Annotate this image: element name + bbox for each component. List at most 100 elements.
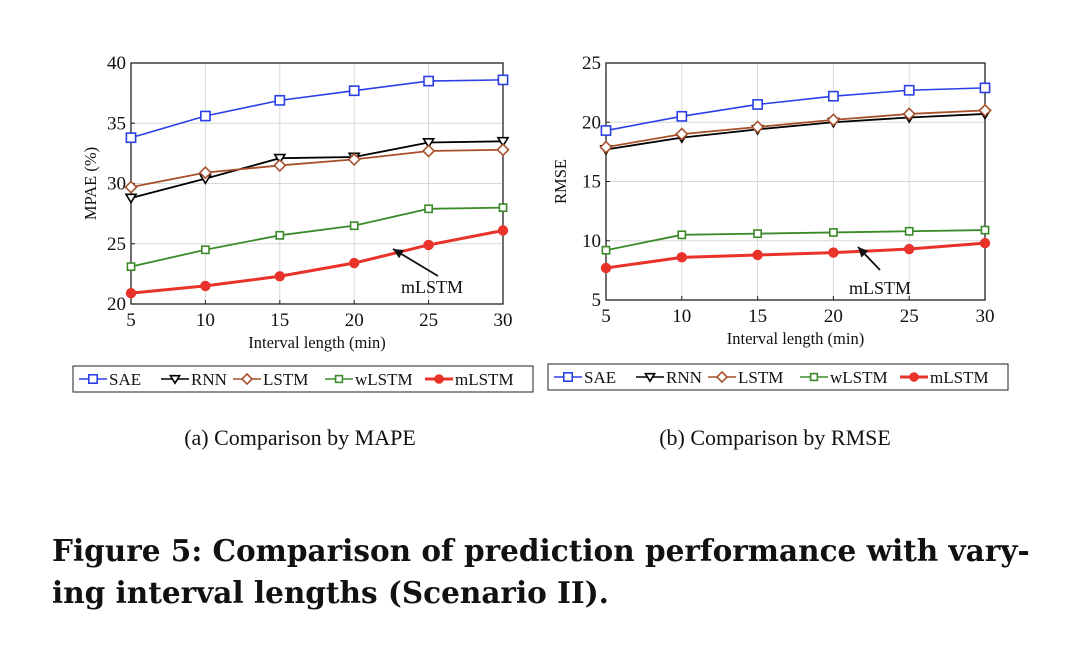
series-line-rnn xyxy=(130,140,504,199)
data-point-sae xyxy=(676,110,688,122)
legend: SAE RNN LSTM wLSTM mLSTM xyxy=(72,365,534,393)
legend-marker xyxy=(334,374,344,384)
series-wlstm xyxy=(126,203,508,272)
data-point-sae xyxy=(903,84,915,96)
x-tick-label: 5 xyxy=(601,306,611,327)
y-tick-label: 20 xyxy=(107,294,126,315)
y-tick-label: 25 xyxy=(582,53,601,74)
data-point-wlstm xyxy=(677,230,687,240)
y-tick-label: 10 xyxy=(582,231,601,252)
data-point-lstm xyxy=(273,158,287,173)
series-line-sae xyxy=(605,87,986,132)
legend-label: mLSTM xyxy=(455,370,514,389)
legend: SAE RNN LSTM wLSTM mLSTM xyxy=(547,363,1009,391)
legend-marker xyxy=(909,372,919,382)
x-tick-label: 15 xyxy=(270,310,289,331)
legend-label: RNN xyxy=(666,368,702,387)
figure-caption: Figure 5: Comparison of prediction perfo… xyxy=(52,530,1042,614)
series-mlstm xyxy=(125,225,509,299)
data-point-sae xyxy=(423,75,434,87)
y-tick-label: 15 xyxy=(582,172,601,193)
data-point-mlstm xyxy=(676,252,688,263)
legend-label: LSTM xyxy=(263,370,308,389)
subcaption: (b) Comparison by RMSE xyxy=(659,425,891,450)
data-point-sae xyxy=(979,82,991,94)
series-line-rnn xyxy=(605,113,986,151)
annotation-arrow-head xyxy=(393,249,404,259)
data-point-wlstm xyxy=(904,226,914,236)
series-rnn xyxy=(124,136,510,205)
legend-entry-sae: SAE xyxy=(554,368,616,387)
series-sae xyxy=(125,74,509,144)
legend-label: SAE xyxy=(584,368,616,387)
legend-entry-lstm: LSTM xyxy=(233,370,308,389)
data-point-sae xyxy=(200,110,211,122)
data-point-wlstm xyxy=(601,245,611,255)
data-point-mlstm xyxy=(497,225,509,236)
annotation-label: mLSTM xyxy=(401,277,463,297)
data-point-sae xyxy=(497,74,509,86)
legend-marker xyxy=(562,371,573,382)
data-point-rnn xyxy=(124,193,138,205)
series-line-mlstm xyxy=(605,241,986,270)
series-wlstm xyxy=(601,225,990,255)
x-tick-label: 20 xyxy=(345,310,364,331)
data-point-sae xyxy=(827,90,839,102)
legend-entry-wlstm: wLSTM xyxy=(325,370,413,389)
data-point-lstm xyxy=(124,180,138,194)
data-point-mlstm xyxy=(349,257,360,269)
series-line-lstm xyxy=(605,109,986,149)
data-point-lstm xyxy=(978,103,992,118)
data-point-sae xyxy=(348,85,360,97)
legend-label: LSTM xyxy=(738,368,783,387)
data-point-wlstm xyxy=(980,225,990,235)
data-point-wlstm xyxy=(201,245,210,255)
subcaption: (a) Comparison by MAPE xyxy=(184,425,416,450)
legend-entry-sae: SAE xyxy=(79,370,141,389)
data-point-sae xyxy=(600,125,612,136)
x-tick-label: 10 xyxy=(196,310,215,331)
data-point-rnn xyxy=(273,153,287,165)
data-point-mlstm xyxy=(979,237,991,249)
y-tick-label: 35 xyxy=(107,113,126,134)
data-point-mlstm xyxy=(904,243,915,255)
data-point-mlstm xyxy=(600,262,612,274)
data-point-wlstm xyxy=(126,262,136,272)
legend-label: SAE xyxy=(109,370,141,389)
x-tick-label: 15 xyxy=(748,306,767,327)
legend-entry-mlstm: mLSTM xyxy=(425,370,514,389)
annotation-arrow-head xyxy=(858,247,869,258)
data-point-lstm xyxy=(421,144,436,158)
series-sae xyxy=(600,82,991,136)
legend-marker xyxy=(88,373,99,384)
x-tick-label: 10 xyxy=(672,306,691,327)
data-point-lstm xyxy=(496,143,510,157)
legend-box xyxy=(547,363,1009,391)
legend-label: mLSTM xyxy=(930,368,989,387)
data-point-wlstm xyxy=(349,221,359,231)
data-point-mlstm xyxy=(200,280,211,292)
x-tick-label: 30 xyxy=(976,306,995,327)
y-tick-label: 5 xyxy=(592,290,602,311)
y-tick-label: 20 xyxy=(582,112,601,133)
x-axis-label: Interval length (min) xyxy=(248,333,385,352)
legend-marker xyxy=(168,374,182,385)
legend-marker xyxy=(240,372,254,386)
legend-marker xyxy=(434,374,444,384)
legend-label: wLSTM xyxy=(830,368,888,387)
data-point-mlstm xyxy=(752,249,763,261)
legend-marker xyxy=(643,372,657,383)
y-axis-label: MPAE (%) xyxy=(81,147,100,220)
legend-entry-rnn: RNN xyxy=(636,368,702,387)
annotation-label: mLSTM xyxy=(849,278,911,298)
series-line-lstm xyxy=(130,148,504,188)
data-point-lstm xyxy=(675,127,689,141)
data-point-rnn xyxy=(496,136,510,148)
legend-entry-lstm: LSTM xyxy=(708,368,783,387)
legend-marker xyxy=(809,372,819,382)
data-point-mlstm xyxy=(828,247,839,258)
data-point-sae xyxy=(274,94,286,106)
legend-entry-mlstm: mLSTM xyxy=(900,368,989,387)
figure-caption-line1: Figure 5: Comparison of prediction perfo… xyxy=(52,533,1030,568)
legend-label: wLSTM xyxy=(355,370,413,389)
